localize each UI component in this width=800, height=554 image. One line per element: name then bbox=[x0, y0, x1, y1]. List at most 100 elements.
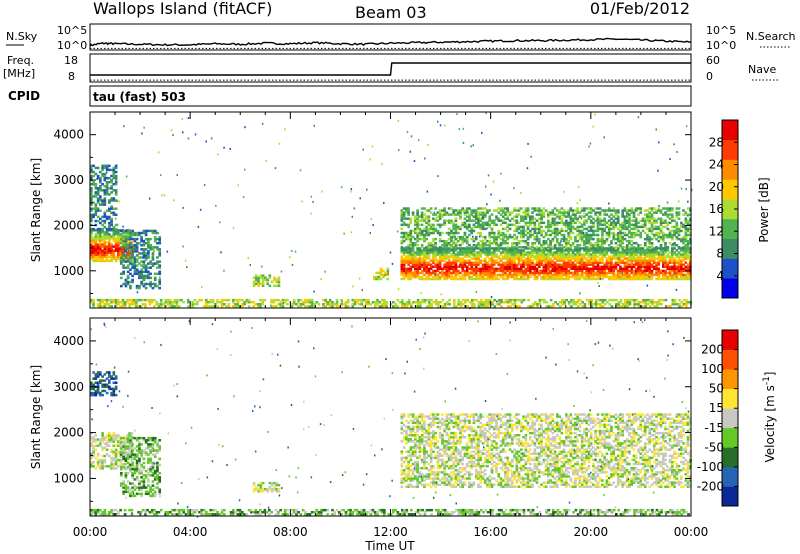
power-cell-3583 bbox=[614, 246, 618, 249]
power-cell-309 bbox=[94, 166, 98, 170]
power-cell-2906 bbox=[477, 225, 480, 229]
power-cell-1277 bbox=[481, 271, 485, 275]
power-cell-2997 bbox=[495, 215, 498, 218]
power-cell-4440 bbox=[563, 301, 566, 304]
power-cell-3873 bbox=[673, 244, 676, 247]
power-cell-1080 bbox=[447, 265, 451, 269]
power-cell-2490 bbox=[682, 273, 685, 277]
power-cell-783 bbox=[382, 269, 385, 273]
power-cell-2088 bbox=[614, 257, 618, 260]
power-cell-3799 bbox=[657, 235, 661, 239]
power-cell-1798 bbox=[567, 265, 570, 269]
power-cell-4535 bbox=[648, 301, 652, 304]
velocity-cell-6 bbox=[90, 444, 93, 447]
power-cell-3571 bbox=[612, 237, 616, 241]
power-cell-172 bbox=[117, 241, 120, 244]
power-cell-2825 bbox=[459, 217, 462, 220]
power-cell-1362 bbox=[495, 261, 498, 264]
power-cell-1272 bbox=[479, 249, 483, 252]
power-cell-2459 bbox=[675, 249, 679, 252]
power-cell-2463 bbox=[677, 269, 681, 273]
power-cell-2249 bbox=[641, 275, 645, 279]
power-cell-508 bbox=[126, 231, 130, 235]
power-cell-566 bbox=[135, 258, 139, 261]
power-cell-2530 bbox=[689, 273, 692, 277]
power-cell-3264 bbox=[551, 221, 555, 225]
power-cell-4022 bbox=[139, 298, 143, 302]
power-cell-1659 bbox=[544, 257, 548, 260]
power-cell-4474 bbox=[594, 298, 598, 302]
power-cell-3888 bbox=[675, 221, 679, 225]
power-cell-2793 bbox=[452, 223, 456, 227]
power-cell-2397 bbox=[666, 277, 670, 281]
power-cell-1853 bbox=[576, 261, 579, 264]
power-cell-1932 bbox=[589, 273, 593, 277]
power-cell-2880 bbox=[470, 209, 474, 212]
power-cell-3342 bbox=[567, 231, 570, 235]
power-cell-2114 bbox=[619, 261, 622, 264]
power-cell-2204 bbox=[634, 275, 638, 279]
power-cell-4053 bbox=[168, 301, 172, 304]
power-cell-2180 bbox=[630, 263, 634, 266]
power-cell-2451 bbox=[675, 271, 679, 275]
power-cell-1060 bbox=[445, 277, 449, 281]
power-cell-2503 bbox=[684, 273, 688, 277]
power-cell-130 bbox=[110, 253, 113, 257]
power-cell-1423 bbox=[506, 263, 510, 266]
power-cell-2073 bbox=[612, 265, 616, 269]
power-cell-2393 bbox=[664, 255, 667, 258]
power-cell-3392 bbox=[576, 227, 579, 231]
power-speckle-215 bbox=[381, 162, 383, 165]
power-cell-3389 bbox=[576, 239, 579, 243]
power-cell-3914 bbox=[682, 225, 685, 229]
power-cell-1217 bbox=[470, 251, 474, 254]
power-cell-1870 bbox=[578, 257, 582, 260]
power-cell-84 bbox=[101, 231, 104, 234]
power-cell-62 bbox=[99, 249, 102, 252]
power-cell-1647 bbox=[542, 249, 546, 252]
power-cell-3294 bbox=[558, 244, 561, 247]
power-cell-2069 bbox=[612, 273, 616, 277]
power-cell-169 bbox=[117, 247, 120, 250]
power-cell-2000 bbox=[601, 277, 604, 281]
power-cell-3559 bbox=[607, 209, 611, 212]
power-cell-4380 bbox=[493, 298, 497, 302]
power-cell-1944 bbox=[592, 277, 595, 281]
power-cell-2560 bbox=[402, 223, 406, 227]
power-cell-563 bbox=[135, 268, 139, 271]
power-cell-341 bbox=[101, 223, 104, 227]
power-cell-2293 bbox=[648, 273, 652, 277]
power-cell-2830 bbox=[461, 242, 465, 245]
power-cell-4350 bbox=[470, 301, 474, 304]
power-cell-706 bbox=[156, 237, 159, 241]
power-cell-2421 bbox=[671, 275, 674, 279]
power-cell-414 bbox=[110, 197, 113, 200]
power-cell-2771 bbox=[447, 219, 451, 222]
power-cell-392 bbox=[108, 221, 111, 225]
power-cell-4 bbox=[90, 249, 93, 252]
power-cell-1811 bbox=[569, 265, 573, 269]
power-cell-380 bbox=[105, 189, 109, 192]
power-cell-3186 bbox=[535, 231, 539, 235]
power-cell-2236 bbox=[639, 269, 643, 273]
power-cell-1517 bbox=[520, 249, 523, 252]
power-cell-3821 bbox=[662, 237, 665, 241]
power-cell-2508 bbox=[684, 257, 688, 260]
power-cell-3911 bbox=[682, 239, 685, 243]
power-cell-2817 bbox=[456, 213, 460, 216]
power-cell-4006 bbox=[128, 305, 131, 308]
power-cell-2112 bbox=[619, 267, 622, 271]
power-speckle-171 bbox=[389, 251, 392, 254]
power-cell-3263 bbox=[551, 223, 555, 227]
power-cell-1238 bbox=[474, 267, 478, 271]
power-cell-1275 bbox=[481, 275, 485, 279]
power-cell-2795 bbox=[452, 213, 456, 216]
power-cell-3769 bbox=[650, 229, 654, 233]
power-cell-817 bbox=[402, 251, 406, 254]
power-cell-3223 bbox=[542, 229, 546, 233]
power-cell-2437 bbox=[673, 271, 676, 275]
power-cell-2007 bbox=[601, 261, 604, 264]
power-cell-796 bbox=[400, 265, 404, 269]
power-speckle-24 bbox=[201, 286, 203, 288]
power-cell-1002 bbox=[434, 255, 437, 258]
